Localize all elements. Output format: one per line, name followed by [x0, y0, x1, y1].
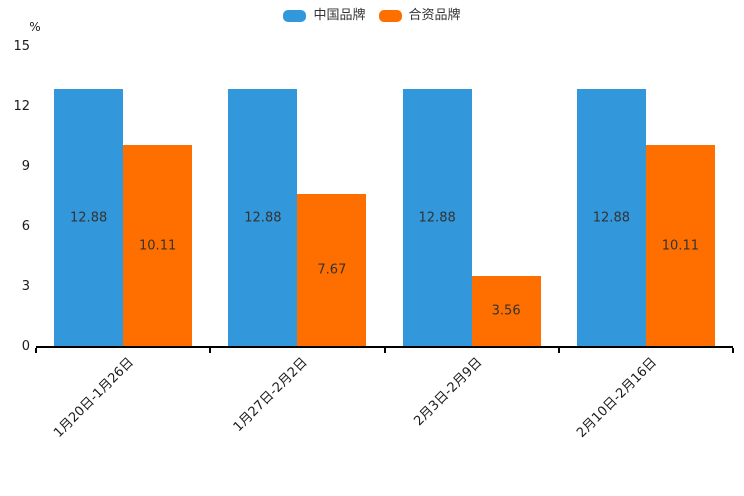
bar-value-label: 12.88 — [70, 210, 108, 226]
bar-value-label: 12.88 — [418, 210, 456, 226]
bar-合资品牌-2 — [297, 193, 367, 347]
legend-swatch — [283, 10, 307, 22]
x-category-label: 1月20日-1月26日 — [50, 355, 137, 441]
legend-label: 合资品牌 — [408, 8, 461, 23]
legend: 中国品牌 合资品牌 — [0, 8, 744, 24]
x-axis-tick — [35, 348, 37, 353]
bar-value-label: 10.11 — [661, 238, 699, 254]
bar-合资品牌-1 — [123, 144, 193, 347]
y-axis-unit-label: % — [29, 20, 41, 34]
bar-value-label: 12.88 — [592, 210, 630, 226]
bar-value-label: 10.11 — [139, 238, 177, 254]
bar-中国品牌-4 — [576, 89, 646, 347]
y-tick-label: 15 — [13, 39, 30, 54]
bar-value-label: 3.56 — [491, 303, 521, 319]
y-tick-label: 0 — [21, 339, 30, 354]
bar-中国品牌-3 — [402, 89, 472, 347]
x-axis-tick — [732, 348, 734, 353]
bar-value-label: 7.67 — [317, 262, 347, 278]
bar-中国品牌-2 — [228, 89, 298, 347]
legend-label: 中国品牌 — [313, 8, 366, 23]
legend-item: 中国品牌 — [283, 8, 366, 24]
legend-item: 合资品牌 — [378, 8, 461, 24]
y-tick-label: 6 — [21, 219, 30, 234]
y-tick-label: 3 — [21, 279, 30, 294]
bar-合资品牌-4 — [645, 144, 715, 347]
x-axis-line — [36, 346, 733, 348]
x-axis-tick — [209, 348, 212, 353]
y-tick-label: 12 — [13, 99, 30, 114]
bar-合资品牌-3 — [471, 275, 541, 347]
legend-swatch — [378, 10, 402, 22]
bar-value-label: 12.88 — [244, 210, 282, 226]
x-axis-tick — [383, 348, 386, 353]
bar-中国品牌-1 — [54, 89, 124, 347]
y-tick-label: 9 — [21, 159, 30, 174]
x-category-label: 2月3日-2月9日 — [411, 355, 486, 430]
x-category-label: 2月10日-2月16日 — [573, 355, 660, 441]
x-axis-tick — [557, 348, 560, 353]
x-category-label: 1月27日-2月2日 — [231, 355, 311, 435]
